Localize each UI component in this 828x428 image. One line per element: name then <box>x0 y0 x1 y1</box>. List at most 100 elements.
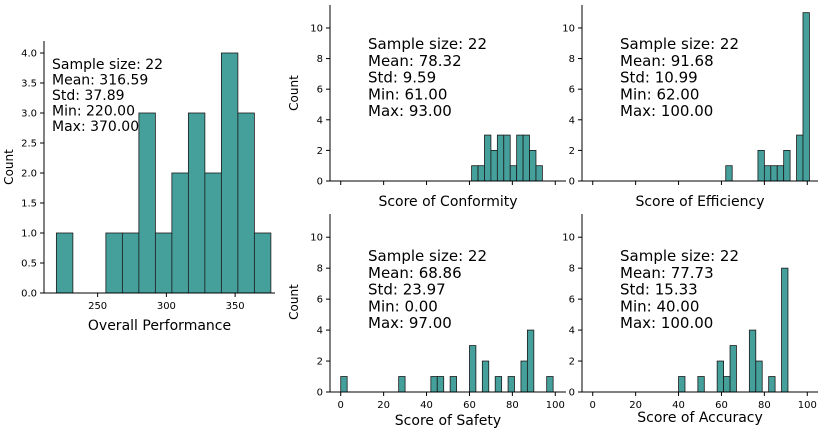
stats-line: Sample size: 22 <box>52 57 163 73</box>
bar <box>776 165 785 182</box>
stats-line: Max: 93.00 <box>368 102 452 120</box>
x-tick-label: 0 <box>338 400 344 411</box>
bar <box>729 345 737 393</box>
y-tick-label: 1.0 <box>21 229 37 240</box>
y-tick-label: 4 <box>317 326 323 337</box>
bar <box>490 149 498 182</box>
x-axis-label: Score of Safety <box>395 413 501 428</box>
bar <box>535 165 543 182</box>
y-tick-label: 0.0 <box>21 289 37 300</box>
bar <box>496 134 505 182</box>
bar <box>121 232 140 294</box>
y-tick-label: 10 <box>310 23 323 34</box>
bar <box>105 232 123 294</box>
bar <box>477 165 485 182</box>
bar <box>748 329 757 393</box>
bar <box>763 165 772 182</box>
bar <box>697 376 705 393</box>
y-tick-label: 6 <box>317 85 323 96</box>
bar <box>484 134 492 182</box>
x-axis-label: Overall Performance <box>88 318 231 334</box>
x-tick-label: 60 <box>463 400 476 411</box>
bar <box>802 12 810 182</box>
stats-line: Sample size: 22 <box>620 35 739 53</box>
stats-line: Std: 37.89 <box>52 88 125 104</box>
y-axis-label: Count <box>287 284 301 320</box>
x-tick-label: 80 <box>758 400 771 411</box>
bar <box>522 134 530 182</box>
stats-line: Min: 62.00 <box>620 85 699 103</box>
bar <box>204 172 222 294</box>
y-tick-label: 6 <box>569 85 575 96</box>
bar <box>716 360 724 393</box>
bar <box>757 149 765 182</box>
stats-line: Std: 10.99 <box>620 69 698 87</box>
stats-line: Min: 40.00 <box>620 297 699 315</box>
x-tick-label: 80 <box>506 400 519 411</box>
y-tick-label: 4.0 <box>21 49 37 60</box>
bar <box>516 134 524 182</box>
y-tick-label: 2 <box>569 146 575 157</box>
bar <box>503 134 511 182</box>
bar <box>430 376 438 393</box>
bar <box>220 52 239 294</box>
x-tick-label: 100 <box>798 400 817 411</box>
bar <box>449 376 457 393</box>
bar <box>237 112 255 294</box>
y-tick-label: 10 <box>310 233 323 244</box>
x-tick-label: 0 <box>590 400 596 411</box>
stats-line: Min: 0.00 <box>368 297 438 315</box>
bar <box>529 149 537 182</box>
bar <box>507 376 515 393</box>
bar <box>171 172 189 294</box>
stats-line: Sample size: 22 <box>368 247 487 265</box>
y-tick-label: 8 <box>569 264 575 275</box>
bar <box>781 267 789 393</box>
bar <box>436 376 445 393</box>
y-tick-label: 4 <box>569 115 575 126</box>
y-tick-label: 10 <box>562 23 575 34</box>
chart-overall-performance: 0.0 0.5 1.0 1.5 2.0 2.5 3.0 3.5 4.0 250 300 350 Over… <box>2 41 275 334</box>
bar <box>526 329 535 393</box>
y-tick-label: 2.0 <box>21 169 37 180</box>
stats-line: Max: 100.00 <box>620 102 713 120</box>
y-tick-label: 8 <box>569 54 575 65</box>
x-tick-label: 300 <box>157 301 176 312</box>
bar <box>509 165 518 182</box>
x-tick-label: 20 <box>629 400 642 411</box>
x-tick-label: 60 <box>715 400 728 411</box>
bar <box>494 376 503 393</box>
bar <box>187 112 206 294</box>
stats-line: Mean: 68.86 <box>368 264 462 282</box>
x-tick-label: 100 <box>546 400 565 411</box>
stats-line: Mean: 91.68 <box>620 52 714 70</box>
bar <box>723 376 731 393</box>
y-tick-label: 4 <box>317 115 323 126</box>
y-tick-label: 8 <box>317 54 323 65</box>
stats-line: Sample size: 22 <box>620 247 739 265</box>
x-axis-label: Score of Accuracy <box>637 410 763 426</box>
bar <box>398 376 406 393</box>
bar <box>340 376 348 393</box>
y-tick-label: 2 <box>317 357 323 368</box>
bar <box>755 360 763 393</box>
bar <box>796 134 804 182</box>
y-tick-label: 3.0 <box>21 109 37 120</box>
x-tick-label: 40 <box>672 400 685 411</box>
stats-line: Mean: 316.59 <box>52 73 148 89</box>
stats-line: Max: 370.00 <box>52 119 139 135</box>
y-tick-label: 0 <box>569 388 575 399</box>
bar <box>768 376 776 393</box>
bar <box>469 345 477 393</box>
y-tick-label: 0 <box>317 177 323 188</box>
x-axis-label: Score of Efficiency <box>635 194 764 210</box>
x-axis-label: Score of Conformity <box>378 194 517 210</box>
y-tick-label: 6 <box>569 295 575 306</box>
stats-line: Std: 15.33 <box>620 281 698 299</box>
bar <box>471 165 479 182</box>
bar <box>520 360 528 393</box>
bar <box>253 232 272 294</box>
stats-line: Sample size: 22 <box>368 35 487 53</box>
stats-line: Min: 220.00 <box>52 104 135 120</box>
